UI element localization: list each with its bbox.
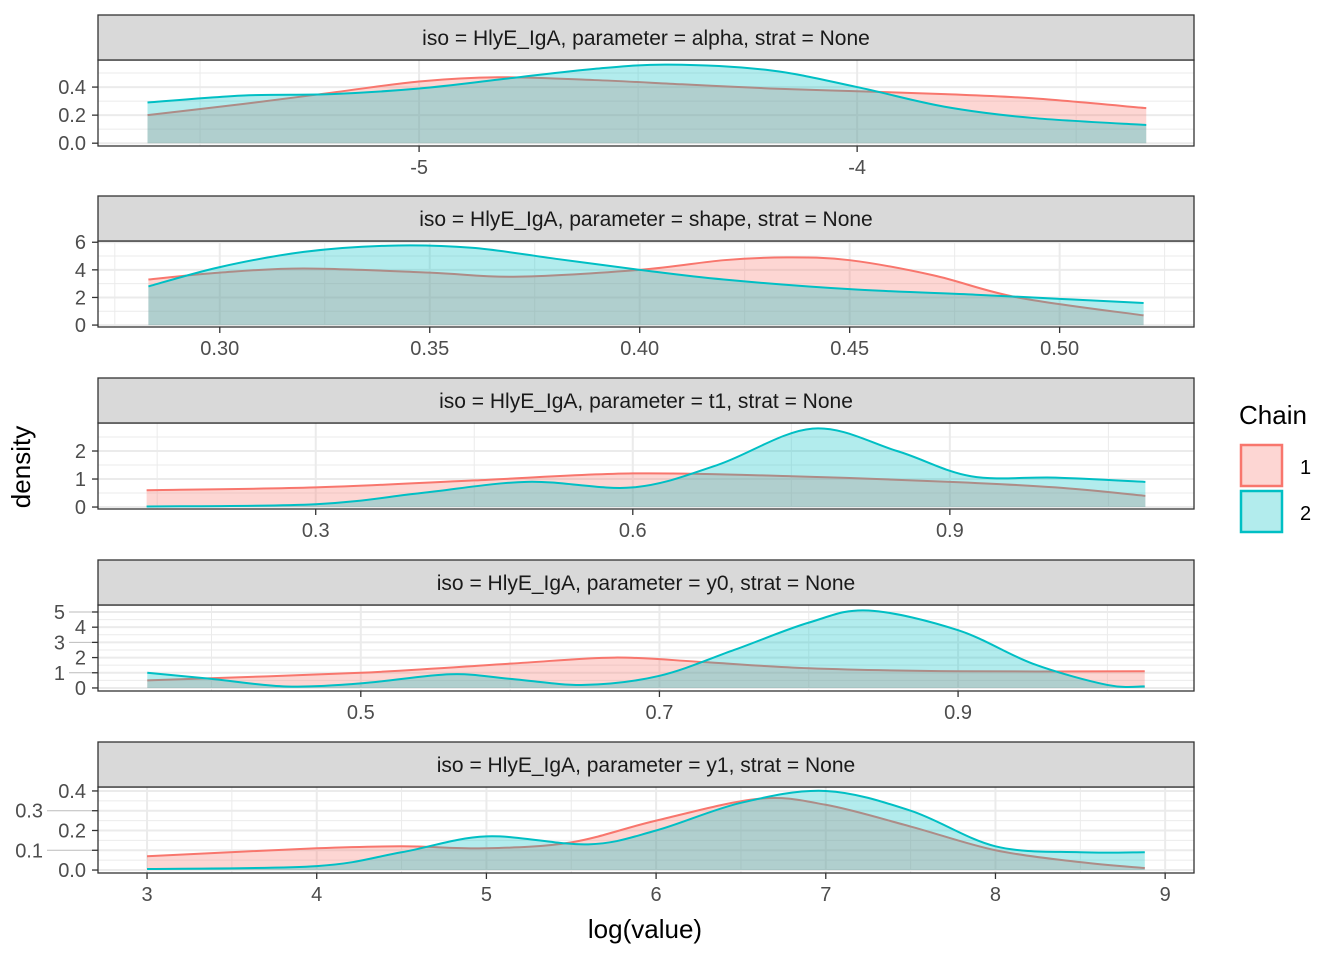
facet-panel-5: iso = HlyE_IgA, parameter = y1, strat = …	[15, 741, 1195, 906]
x-tick-label: 0.9	[936, 520, 964, 542]
x-tick-label: 0.50	[1040, 338, 1079, 360]
legend: Chain 1 2	[1239, 400, 1311, 534]
y-tick-label: 0	[75, 678, 86, 700]
legend-label-chain-1: 1	[1300, 457, 1311, 479]
density-area-chain-1	[146, 473, 1146, 508]
density-line-chain-2	[148, 244, 1144, 304]
x-tick-label: 0.40	[620, 338, 659, 360]
density-line-chain-2	[147, 609, 1145, 689]
facet-panel-2: iso = HlyE_IgA, parameter = shape, strat…	[75, 195, 1195, 360]
x-axis-title: log(value)	[588, 914, 702, 944]
x-tick-label: 0.9	[944, 702, 972, 724]
density-area-chain-1	[147, 77, 1147, 144]
x-tick-label: 0.6	[619, 520, 647, 542]
y-tick-label: 0.0	[58, 133, 86, 155]
y-tick-label: 0.1	[15, 840, 43, 862]
facet-panel-1: iso = HlyE_IgA, parameter = alpha, strat…	[58, 14, 1195, 179]
facet-panel-3: iso = HlyE_IgA, parameter = t1, strat = …	[75, 377, 1195, 542]
x-tick-label: 0.3	[302, 520, 330, 542]
y-tick-label: 1	[54, 663, 65, 685]
density-area-chain-2	[147, 64, 1147, 144]
facet-strip	[97, 559, 1195, 606]
y-tick-label: 2	[75, 648, 86, 670]
facet-strip	[97, 741, 1195, 788]
x-tick-label: 4	[311, 884, 322, 906]
density-line-chain-2	[146, 427, 1146, 508]
y-tick-label: 5	[54, 602, 65, 624]
x-tick-label: 9	[1160, 884, 1171, 906]
density-area-chain-2	[147, 790, 1145, 871]
density-area-chain-2	[147, 610, 1145, 688]
facet-strip-label: iso = HlyE_IgA, parameter = t1, strat = …	[439, 390, 853, 413]
density-line-chain-2	[147, 63, 1147, 126]
facet-strip	[97, 195, 1195, 242]
x-tick-label: 0.45	[830, 338, 869, 360]
x-tick-label: 3	[141, 884, 152, 906]
density-area-chain-2	[148, 245, 1144, 326]
facet-panels: iso = HlyE_IgA, parameter = alpha, strat…	[15, 14, 1195, 906]
x-tick-label: -4	[848, 157, 866, 179]
facet-strip	[97, 14, 1195, 61]
legend-title: Chain	[1239, 400, 1307, 430]
x-tick-label: 0.35	[410, 338, 449, 360]
y-tick-label: 0.4	[58, 781, 86, 803]
y-tick-label: 4	[75, 617, 86, 639]
y-tick-label: 4	[75, 260, 86, 282]
density-line-chain-1	[148, 256, 1144, 317]
y-tick-label: 0.2	[58, 820, 86, 842]
density-area-chain-2	[146, 428, 1146, 508]
facet-strip-label: iso = HlyE_IgA, parameter = y0, strat = …	[437, 572, 855, 595]
density-line-chain-2	[147, 789, 1145, 871]
facet-strip-label: iso = HlyE_IgA, parameter = shape, strat…	[419, 208, 873, 231]
y-tick-label: 0.2	[58, 105, 86, 127]
facet-panel-4: iso = HlyE_IgA, parameter = y0, strat = …	[54, 559, 1195, 724]
y-tick-label: 0	[75, 497, 86, 519]
y-tick-label: 0	[75, 315, 86, 337]
density-line-chain-1	[146, 797, 1145, 870]
y-tick-label: 6	[75, 232, 86, 254]
x-tick-label: 0.5	[347, 702, 375, 724]
density-line-chain-1	[147, 656, 1145, 682]
y-tick-label: 3	[54, 632, 65, 654]
y-tick-label: 0.3	[15, 801, 43, 823]
x-tick-label: 6	[651, 884, 662, 906]
x-tick-label: 7	[820, 884, 831, 906]
legend-key-chain-2	[1239, 489, 1284, 534]
legend-key-chain-1	[1239, 443, 1284, 488]
x-tick-label: 0.7	[646, 702, 674, 724]
density-area-chain-1	[148, 257, 1144, 326]
x-tick-label: 0.30	[200, 338, 239, 360]
x-tick-label: 8	[990, 884, 1001, 906]
y-tick-label: 0.4	[58, 77, 86, 99]
facet-strip-label: iso = HlyE_IgA, parameter = alpha, strat…	[422, 27, 870, 50]
y-tick-label: 2	[75, 287, 86, 309]
panel-background	[98, 60, 1194, 146]
y-axis-title: density	[6, 426, 36, 508]
y-tick-label: 0.0	[58, 860, 86, 882]
facet-strip-label: iso = HlyE_IgA, parameter = y1, strat = …	[437, 754, 855, 777]
y-tick-label: 1	[75, 469, 86, 491]
facet-strip	[97, 377, 1195, 424]
x-tick-label: 5	[481, 884, 492, 906]
x-tick-label: -5	[410, 157, 428, 179]
legend-label-chain-2: 2	[1300, 503, 1311, 525]
density-line-chain-1	[146, 472, 1146, 497]
y-tick-label: 2	[75, 441, 86, 463]
